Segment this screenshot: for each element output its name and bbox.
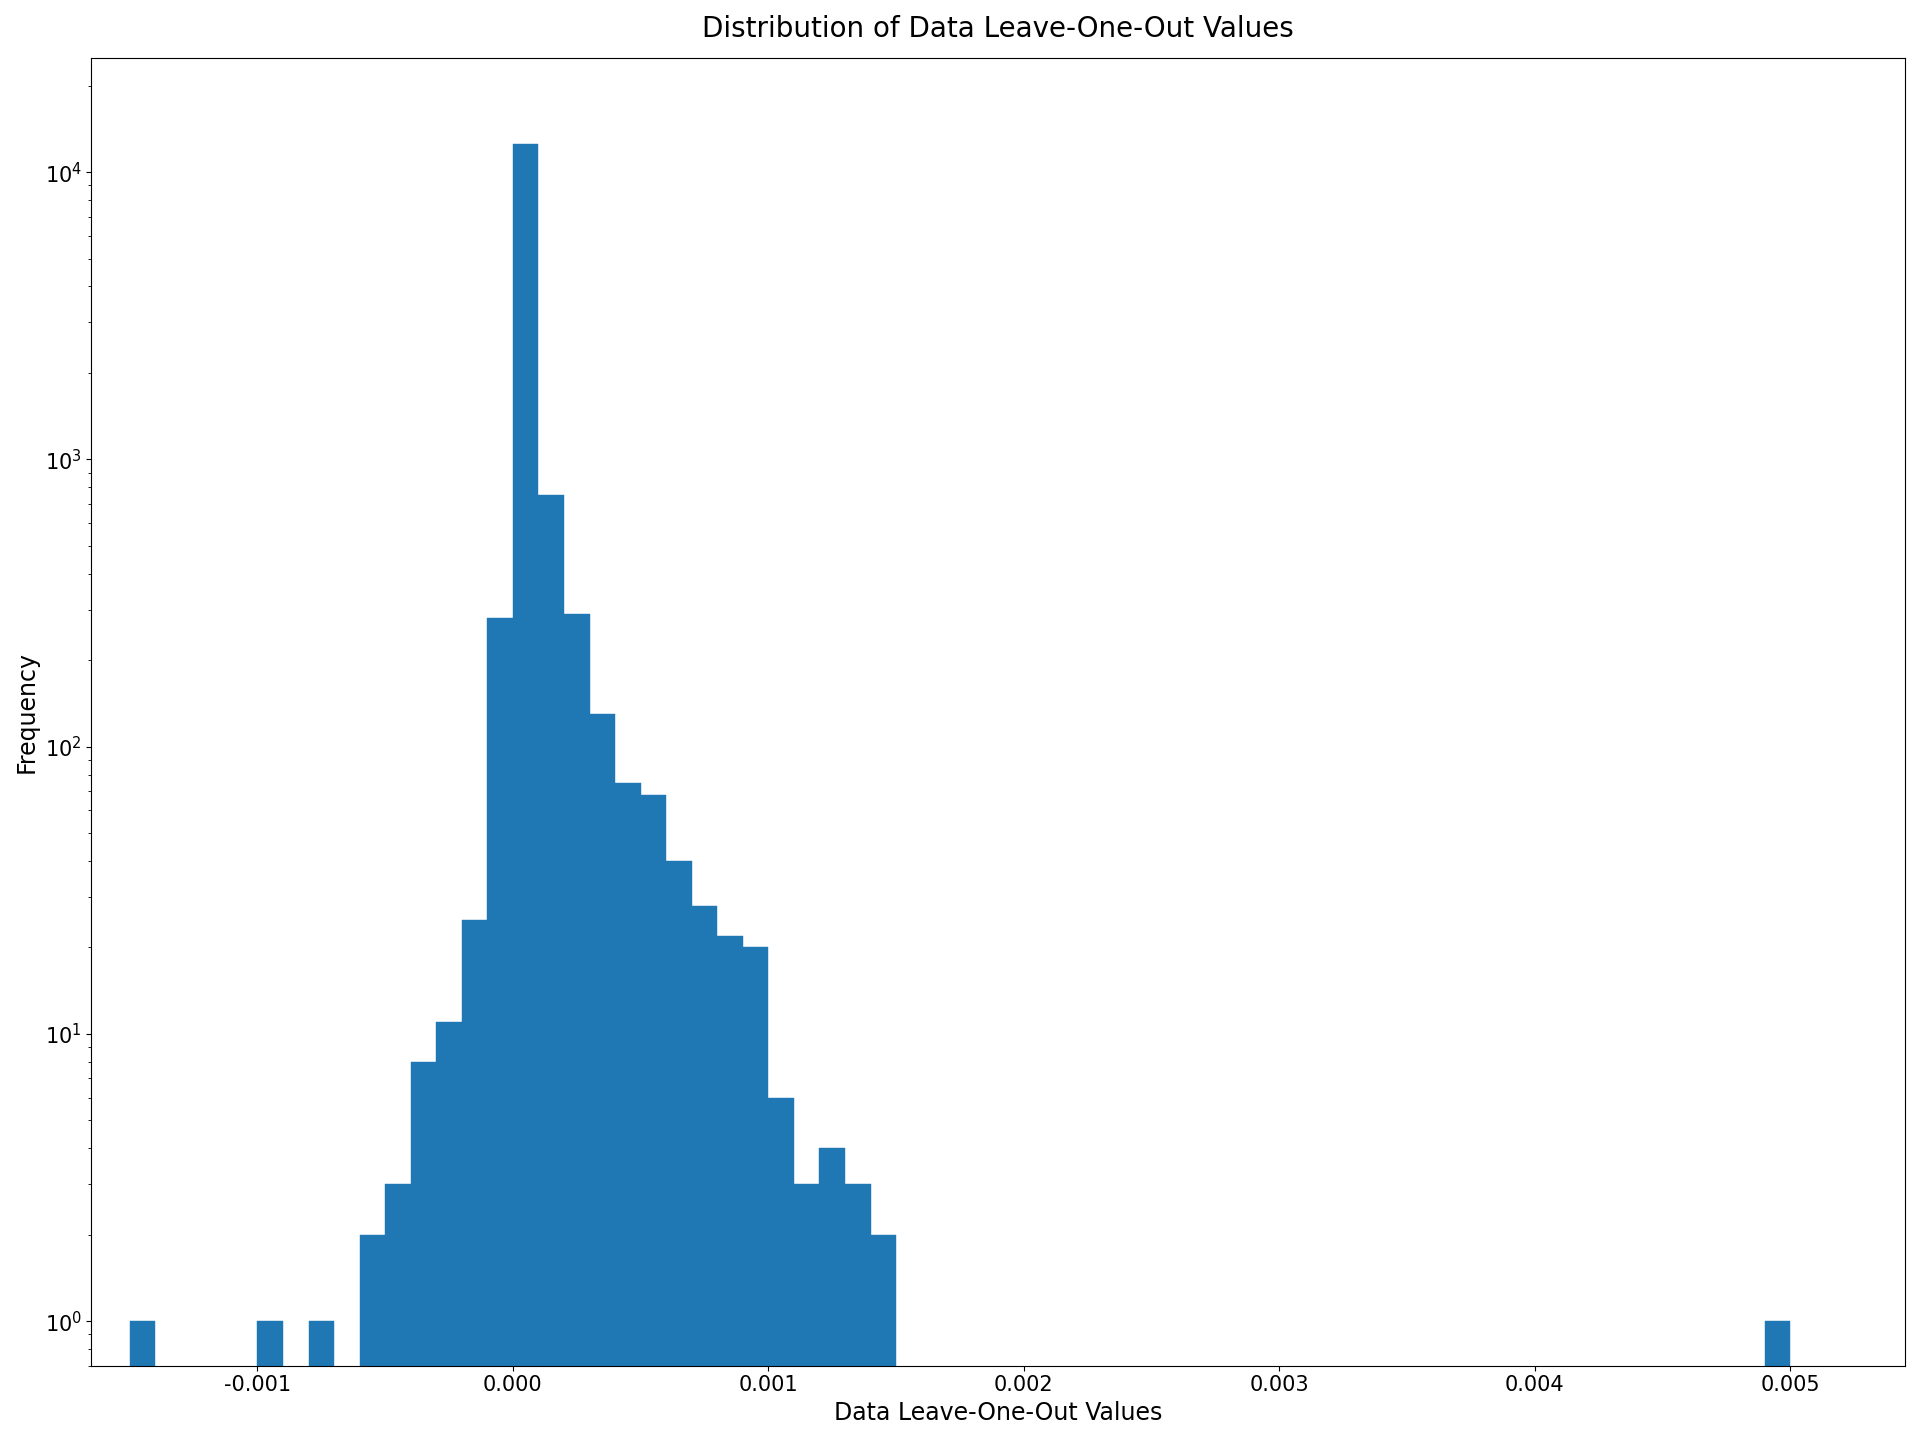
Bar	[641, 795, 666, 1440]
Bar	[666, 861, 691, 1440]
Bar	[386, 1184, 411, 1440]
Bar	[718, 936, 743, 1440]
Bar	[589, 714, 614, 1440]
Bar	[309, 1322, 334, 1440]
Bar	[488, 618, 513, 1440]
Title: Distribution of Data Leave-One-Out Values: Distribution of Data Leave-One-Out Value…	[703, 14, 1294, 43]
Bar	[820, 1148, 845, 1440]
Bar	[436, 1022, 463, 1440]
Bar	[513, 144, 538, 1440]
Bar	[257, 1322, 282, 1440]
Bar	[131, 1322, 156, 1440]
Bar	[564, 613, 589, 1440]
Bar	[793, 1184, 820, 1440]
Bar	[691, 906, 718, 1440]
Bar	[538, 495, 564, 1440]
X-axis label: Data Leave-One-Out Values: Data Leave-One-Out Values	[833, 1401, 1162, 1426]
Y-axis label: Frequency: Frequency	[15, 651, 38, 773]
Bar	[463, 920, 488, 1440]
Bar	[1764, 1322, 1789, 1440]
Bar	[845, 1184, 870, 1440]
Bar	[614, 782, 641, 1440]
Bar	[870, 1234, 897, 1440]
Bar	[411, 1061, 436, 1440]
Bar	[359, 1234, 386, 1440]
Bar	[743, 948, 768, 1440]
Bar	[768, 1097, 793, 1440]
